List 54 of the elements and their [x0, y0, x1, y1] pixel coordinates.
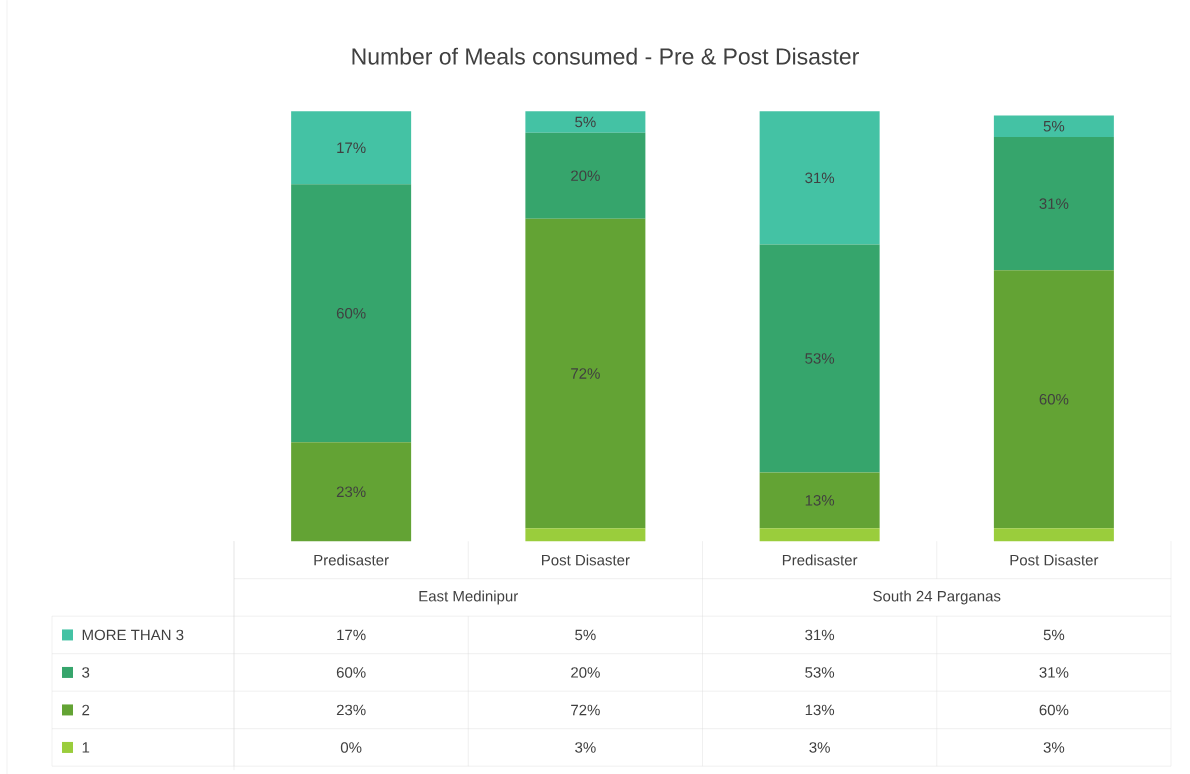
legend-label: 3: [82, 666, 90, 678]
x-tick-label: Predisaster: [782, 554, 858, 566]
bar: [759, 111, 880, 245]
x-tick-label: Post Disaster: [542, 554, 630, 566]
legend-label: 2: [82, 704, 90, 715]
bar: [759, 472, 880, 529]
legend-label: 1: [82, 742, 90, 753]
text: 5%: [1043, 120, 1065, 132]
data-label: 5%: [575, 629, 596, 641]
data-label: 3%: [1043, 741, 1065, 753]
bar: [525, 132, 646, 219]
data-label: 3%: [575, 741, 596, 753]
chart-title: Number of Meals consumed - Pre & Post Disaster: [352, 47, 859, 65]
text: 23%: [336, 486, 366, 497]
bar: [525, 218, 646, 529]
x-tick-label: Post Disaster: [1010, 554, 1099, 566]
bar: [759, 244, 880, 473]
x-tick-label: Predisaster: [314, 554, 389, 566]
text: 13%: [805, 494, 835, 506]
data-label: 17%: [337, 629, 366, 641]
bar: [291, 111, 412, 185]
text: South 24 Parganas: [873, 590, 1001, 605]
data-label: 13%: [805, 704, 835, 716]
bar: [993, 115, 1114, 137]
text: 31%: [805, 172, 835, 183]
bar: [993, 528, 1114, 542]
text: 17%: [337, 142, 366, 153]
data-label: 53%: [805, 666, 835, 678]
text: East Medinipur: [419, 590, 518, 605]
text: 60%: [336, 307, 366, 319]
data-label: 5%: [1043, 629, 1065, 641]
text: 5%: [575, 116, 596, 128]
data-label: 31%: [805, 629, 835, 641]
legend-label: MORE THAN 3: [82, 629, 184, 641]
data-label: 3%: [809, 741, 830, 753]
bar: [993, 136, 1114, 271]
bar: [993, 270, 1114, 529]
data-label: 60%: [1039, 704, 1069, 716]
text: 20%: [571, 170, 600, 181]
text: 72%: [571, 368, 600, 379]
bar: [759, 528, 880, 542]
text: 31%: [1039, 198, 1069, 209]
bar: [291, 184, 412, 443]
bar: [291, 442, 412, 542]
text: 60%: [1039, 393, 1069, 405]
data-label: 31%: [1039, 666, 1069, 678]
text: 53%: [805, 352, 835, 364]
data-label: 0%: [340, 741, 362, 753]
data-label: 20%: [571, 666, 600, 678]
data-label: 72%: [571, 704, 600, 716]
data-label: 23%: [336, 704, 366, 716]
data-label: 60%: [336, 666, 366, 678]
bar: [525, 111, 646, 133]
bar: [525, 528, 646, 542]
